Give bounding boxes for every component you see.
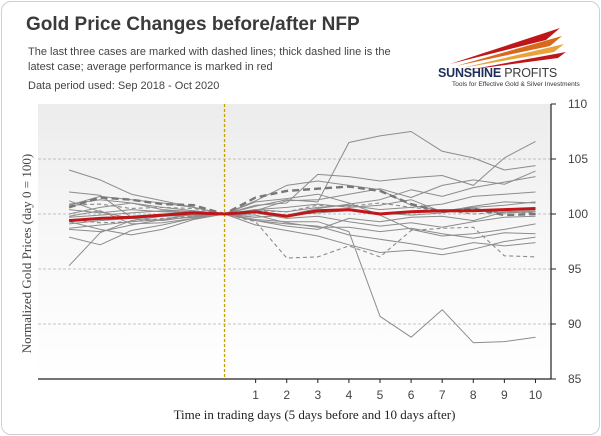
x-tick-label-5: 5 — [377, 388, 384, 402]
y-axis-label: Normalized Gold Prices (day 0 = 100) — [19, 154, 34, 353]
x-tick-label-2: 2 — [283, 388, 290, 402]
data-period-note: Data period used: Sep 2018 - Oct 2020 — [28, 80, 220, 92]
series-line-2 — [68, 213, 536, 344]
logo-wordmark: SUNSHINE PROFITS — [438, 66, 557, 80]
y-tick-label-95: 95 — [568, 262, 582, 276]
series-line-16 — [69, 213, 536, 259]
plot-area — [38, 104, 551, 379]
chart-subtitle: The last three cases are marked with das… — [28, 46, 391, 73]
x-tick-label-10: 10 — [529, 388, 543, 402]
axes: 85 90 95 100 105 110 1 2 3 4 5 6 7 8 9 10 — [38, 97, 588, 402]
y-tick-label-90: 90 — [568, 317, 582, 331]
y-tick-label-105: 105 — [568, 152, 588, 166]
chart-title: Gold Price Changes before/after NFP — [26, 14, 360, 35]
logo-name-thin: PROFITS — [504, 66, 558, 80]
series-line-4 — [69, 176, 536, 218]
x-tick-label-3: 3 — [314, 388, 321, 402]
logo-name-bold: SUNSHINE — [438, 66, 501, 80]
series-line-1 — [68, 131, 536, 215]
x-tick-label-8: 8 — [470, 388, 477, 402]
y-tick-label-85: 85 — [568, 372, 582, 386]
y-tick-label-100: 100 — [568, 207, 588, 221]
x-tick-label-9: 9 — [501, 388, 508, 402]
average-line — [68, 207, 536, 223]
logo-tagline: Tools for Effective Gold & Silver Invest… — [452, 81, 580, 88]
series-line-14 — [69, 191, 536, 225]
sunshine-profits-logo-icon — [450, 28, 566, 70]
series-line-17 — [69, 202, 536, 215]
series-line-3 — [68, 140, 536, 246]
x-tick-label-4: 4 — [346, 388, 353, 402]
series-line-8 — [69, 170, 536, 218]
series-lines — [68, 131, 536, 344]
series-line-9 — [69, 193, 536, 237]
series-line-6 — [68, 202, 536, 230]
x-tick-label-6: 6 — [408, 388, 415, 402]
x-tick-label-1: 1 — [252, 388, 259, 402]
x-tick-label-7: 7 — [439, 388, 446, 402]
y-tick-label-110: 110 — [568, 97, 587, 111]
x-axis-label: Time in trading days (5 days before and … — [174, 407, 456, 422]
